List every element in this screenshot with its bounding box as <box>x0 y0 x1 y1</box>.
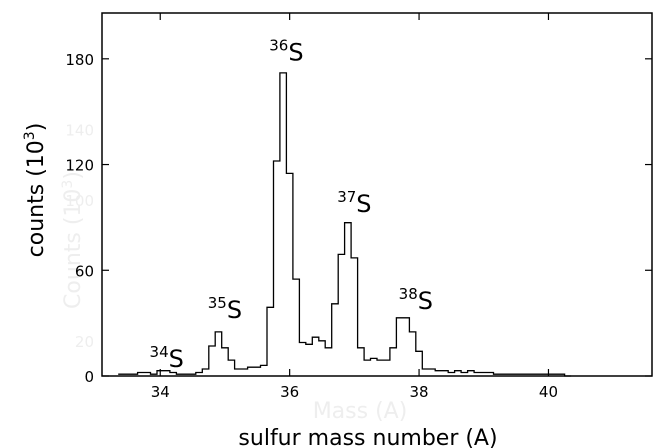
plot-frame <box>101 12 653 377</box>
peak-label: 36S <box>269 37 303 67</box>
y-tick-label: 120 <box>65 157 94 175</box>
peak-label: 38S <box>399 285 433 315</box>
ghost-tick-labels: 20 100 140 <box>65 121 94 350</box>
y-tick-label: 180 <box>65 51 94 69</box>
x-axis: 34 36 38 40 <box>151 13 558 401</box>
series-line <box>118 72 572 377</box>
ghost-y-axis-label: Counts (103) <box>60 171 86 309</box>
ghost-y-tick-label: 140 <box>65 121 94 139</box>
x-axis-label: sulfur mass number (A) <box>238 426 497 448</box>
x-tick-label: 36 <box>280 383 299 401</box>
ghost-x-axis-label: Mass (A) <box>313 399 408 424</box>
y-axis: 0 60 120 180 <box>65 51 652 386</box>
y-axis-label: counts (103) <box>22 123 49 258</box>
peak-annotations: 34S 35S 36S 37S 38S <box>150 37 433 374</box>
ghost-y-tick-label: 20 <box>75 333 94 351</box>
peak-label: 37S <box>337 188 371 218</box>
peak-label: 35S <box>208 294 242 324</box>
y-tick-label: 0 <box>84 368 94 386</box>
x-tick-label: 38 <box>410 383 429 401</box>
peak-label: 34S <box>150 343 184 373</box>
x-tick-label: 40 <box>539 383 558 401</box>
ghost-y-tick-label: 100 <box>65 192 94 210</box>
x-tick-label: 34 <box>151 383 170 401</box>
y-tick-label: 60 <box>75 262 94 280</box>
